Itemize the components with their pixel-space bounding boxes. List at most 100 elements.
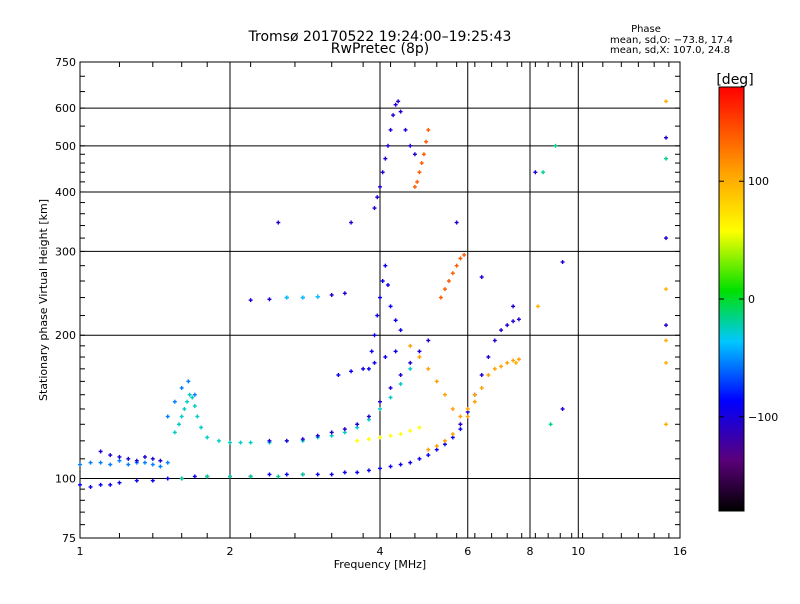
chart-title: Tromsø 20170522 19:24:00–19:25:43 bbox=[248, 29, 512, 45]
echo-point bbox=[408, 428, 413, 433]
echo-point bbox=[398, 373, 403, 378]
echo-point bbox=[434, 444, 439, 449]
echo-point bbox=[126, 456, 131, 461]
echo-point bbox=[372, 206, 377, 211]
echo-point bbox=[98, 449, 103, 454]
echo-point bbox=[361, 366, 366, 371]
echo-point bbox=[248, 298, 253, 303]
echo-point bbox=[126, 462, 131, 467]
echo-point bbox=[216, 438, 221, 443]
echo-point bbox=[458, 414, 463, 419]
y-tick-label: 300 bbox=[55, 245, 76, 258]
echo-point bbox=[408, 343, 413, 348]
echo-point bbox=[284, 472, 289, 477]
echo-point bbox=[664, 135, 669, 140]
echo-point bbox=[383, 263, 388, 268]
x-tick-label: 16 bbox=[673, 545, 687, 558]
echo-point bbox=[434, 379, 439, 384]
echo-point bbox=[560, 260, 565, 265]
echo-point bbox=[393, 318, 398, 323]
echo-point bbox=[336, 373, 341, 378]
echo-point bbox=[442, 392, 447, 397]
echo-point bbox=[248, 440, 253, 445]
colorbar-tick-label: 0 bbox=[748, 293, 755, 306]
echo-point bbox=[108, 462, 113, 467]
phase-stats-x-mode: mean, sd,X: 107.0, 24.8 bbox=[610, 45, 730, 56]
y-tick-label: 400 bbox=[55, 186, 76, 199]
echo-point bbox=[408, 460, 413, 465]
echo-point bbox=[664, 156, 669, 161]
echo-point bbox=[142, 460, 147, 465]
echo-point bbox=[108, 482, 113, 487]
echo-point bbox=[393, 102, 398, 107]
echo-point bbox=[417, 355, 422, 360]
echo-point bbox=[499, 328, 504, 333]
echo-point bbox=[458, 256, 463, 261]
echo-point bbox=[366, 437, 371, 442]
echo-point bbox=[315, 472, 320, 477]
echo-point bbox=[535, 304, 540, 309]
echo-point bbox=[329, 430, 334, 435]
echo-point bbox=[179, 476, 184, 481]
echo-point bbox=[388, 127, 393, 132]
echo-point bbox=[462, 252, 467, 257]
echo-point bbox=[408, 366, 413, 371]
echo-point bbox=[511, 304, 516, 309]
echo-point bbox=[172, 430, 177, 435]
echo-point bbox=[417, 349, 422, 354]
echo-point bbox=[329, 292, 334, 297]
echo-point bbox=[366, 366, 371, 371]
echo-point bbox=[419, 161, 424, 166]
echo-point bbox=[88, 460, 93, 465]
echo-point bbox=[349, 220, 354, 225]
echo-point bbox=[511, 358, 516, 363]
echo-point bbox=[78, 462, 82, 467]
echo-point bbox=[511, 319, 516, 324]
y-tick-label: 750 bbox=[55, 56, 76, 69]
echo-point bbox=[276, 474, 281, 479]
echo-point bbox=[446, 279, 451, 284]
echo-point bbox=[117, 458, 122, 463]
colorbar: [deg] 100 0 −100 bbox=[716, 72, 778, 512]
x-tick-label: 1 bbox=[77, 545, 84, 558]
echo-point bbox=[380, 170, 385, 175]
echo-point bbox=[442, 287, 447, 292]
echo-point bbox=[165, 476, 170, 481]
echo-point bbox=[434, 447, 439, 452]
x-tick-label: 6 bbox=[464, 545, 471, 558]
chart-subtitle: RwPretec (8p) bbox=[331, 41, 429, 57]
echo-point bbox=[98, 482, 103, 487]
echo-point bbox=[192, 474, 197, 479]
echo-point bbox=[450, 432, 455, 437]
echo-point bbox=[438, 295, 443, 300]
echo-point bbox=[284, 438, 289, 443]
echo-point bbox=[172, 399, 177, 404]
echo-point bbox=[560, 406, 565, 411]
echo-point bbox=[412, 184, 417, 189]
echo-point bbox=[300, 437, 305, 442]
echo-point bbox=[378, 466, 382, 471]
echo-point bbox=[664, 287, 669, 292]
echo-point bbox=[315, 433, 320, 438]
echo-point bbox=[165, 460, 170, 465]
echo-point bbox=[421, 152, 426, 157]
echo-point bbox=[342, 470, 347, 475]
echo-point bbox=[378, 295, 382, 300]
echo-point bbox=[465, 414, 470, 419]
echo-point bbox=[458, 422, 463, 427]
x-tick-label: 10 bbox=[571, 545, 585, 558]
echo-point bbox=[150, 462, 155, 467]
x-axis-ticks: 1 2 4 6 8 10 16 bbox=[77, 545, 688, 558]
echo-point bbox=[355, 422, 360, 427]
x-tick-label: 4 bbox=[377, 545, 384, 558]
echo-point bbox=[505, 360, 510, 365]
echo-point bbox=[192, 392, 197, 397]
echo-point bbox=[383, 156, 388, 161]
echo-point bbox=[284, 295, 289, 300]
y-tick-label: 500 bbox=[55, 140, 76, 153]
echo-point bbox=[187, 392, 192, 397]
echo-point bbox=[514, 360, 519, 365]
echo-point bbox=[375, 195, 380, 200]
echo-point bbox=[186, 379, 191, 384]
